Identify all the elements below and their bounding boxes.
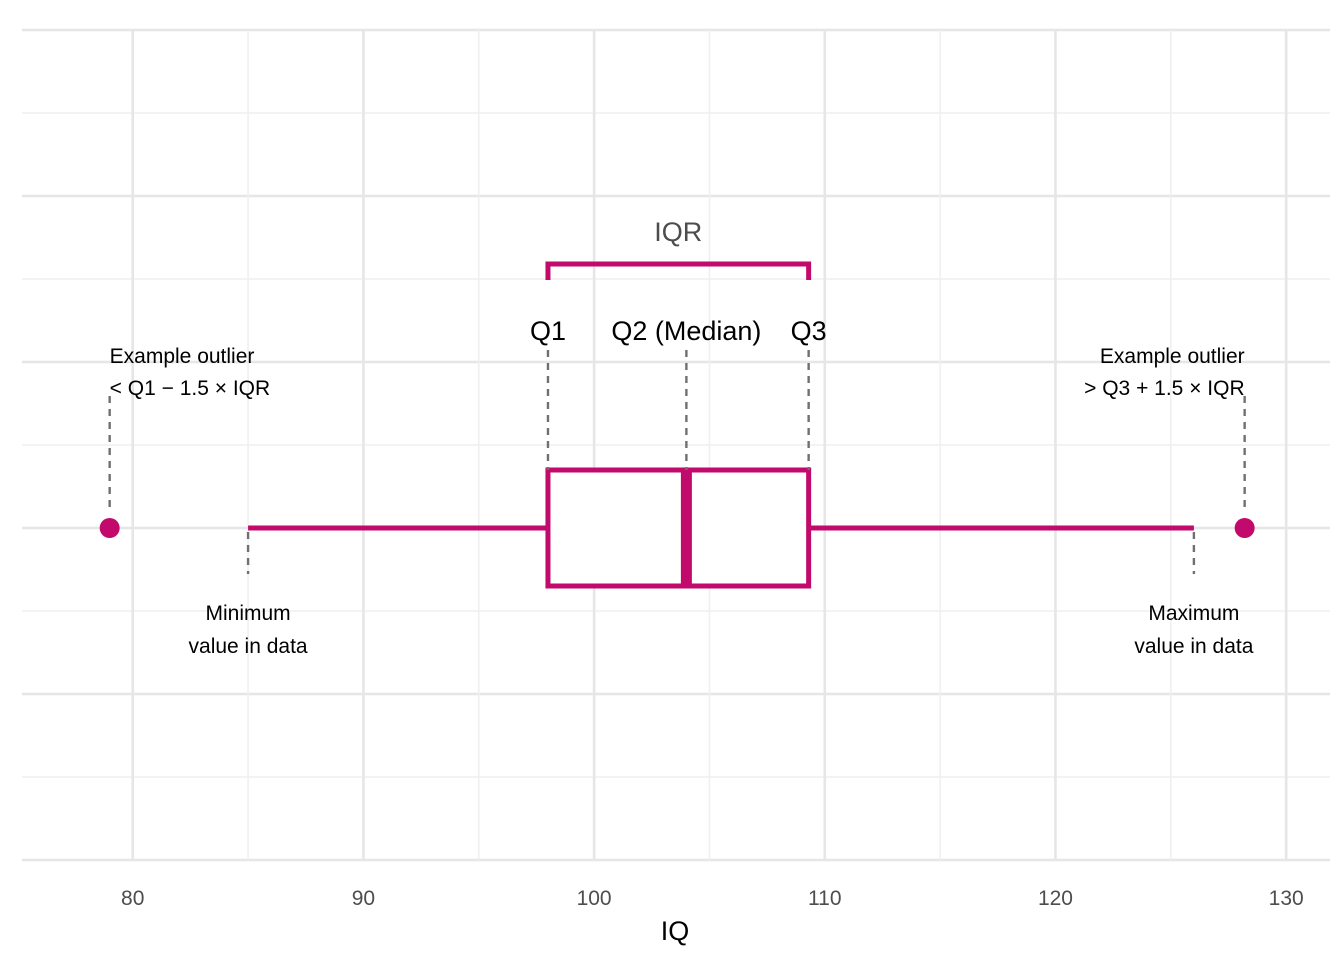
plot-marks bbox=[99, 467, 1255, 589]
x-tick-label: 110 bbox=[808, 887, 841, 910]
q3-label: Q3 bbox=[791, 316, 827, 346]
x-tick-label: 90 bbox=[352, 887, 375, 910]
maximum-label: Maximum bbox=[1148, 602, 1239, 625]
iqr-bracket bbox=[545, 261, 812, 280]
minimum-sublabel: value in data bbox=[189, 635, 308, 658]
outlier-point bbox=[99, 518, 120, 538]
q1-label: Q1 bbox=[530, 316, 566, 346]
x-axis-title: IQ bbox=[661, 916, 690, 946]
iqr-box bbox=[545, 467, 812, 589]
outlier-point bbox=[1234, 518, 1255, 538]
x-tick-label: 130 bbox=[1269, 887, 1304, 910]
maximum-sublabel: value in data bbox=[1134, 635, 1253, 658]
outlier-high-rule: > Q3 + 1.5 × IQR bbox=[1084, 377, 1245, 400]
outlier-high-label: Example outlier bbox=[1100, 345, 1245, 368]
minimum-label: Minimum bbox=[205, 602, 290, 625]
outlier-low-label: Example outlier bbox=[110, 345, 255, 368]
x-tick-label: 80 bbox=[121, 887, 144, 910]
x-tick-label: 120 bbox=[1038, 887, 1073, 910]
x-tick-labels: 80 90 100 110 120 130 bbox=[121, 887, 1304, 910]
median-label: Q2 (Median) bbox=[611, 316, 761, 346]
grid bbox=[22, 28, 1330, 862]
annotations: IQR Q1 Q2 (Median) Q3 Example outlier < Q1 − … bbox=[108, 217, 1254, 658]
iqr-label: IQR bbox=[654, 217, 702, 247]
x-tick-label: 100 bbox=[577, 887, 612, 910]
outlier-low-rule: < Q1 − 1.5 × IQR bbox=[110, 377, 271, 400]
